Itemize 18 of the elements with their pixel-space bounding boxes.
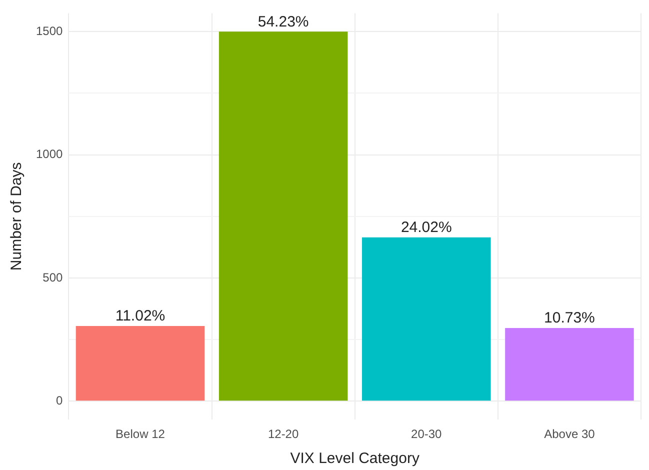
- y-axis-title: Number of Days: [8, 162, 26, 271]
- y-tick-label: 500: [42, 270, 64, 284]
- x-tick-label: Above 30: [544, 427, 596, 442]
- annotation: 24.02%: [400, 218, 452, 236]
- y-tick-label: 1500: [36, 24, 64, 38]
- bar: [218, 32, 348, 401]
- x-axis-title: VIX Level Category: [290, 450, 420, 468]
- x-tick-label: 20-30: [411, 427, 442, 442]
- x-tick-label: Below 12: [116, 427, 166, 442]
- annotation: 11.02%: [115, 308, 166, 325]
- x-tick-label: 12-20: [268, 427, 299, 442]
- bar: [362, 237, 491, 401]
- y-tick-label: 1000: [36, 147, 64, 162]
- annotation: 54.23%: [258, 13, 309, 30]
- bar: [76, 326, 205, 401]
- y-tick-label: 0: [56, 393, 64, 408]
- bar: [505, 328, 634, 401]
- annotation: 10.73%: [544, 310, 595, 327]
